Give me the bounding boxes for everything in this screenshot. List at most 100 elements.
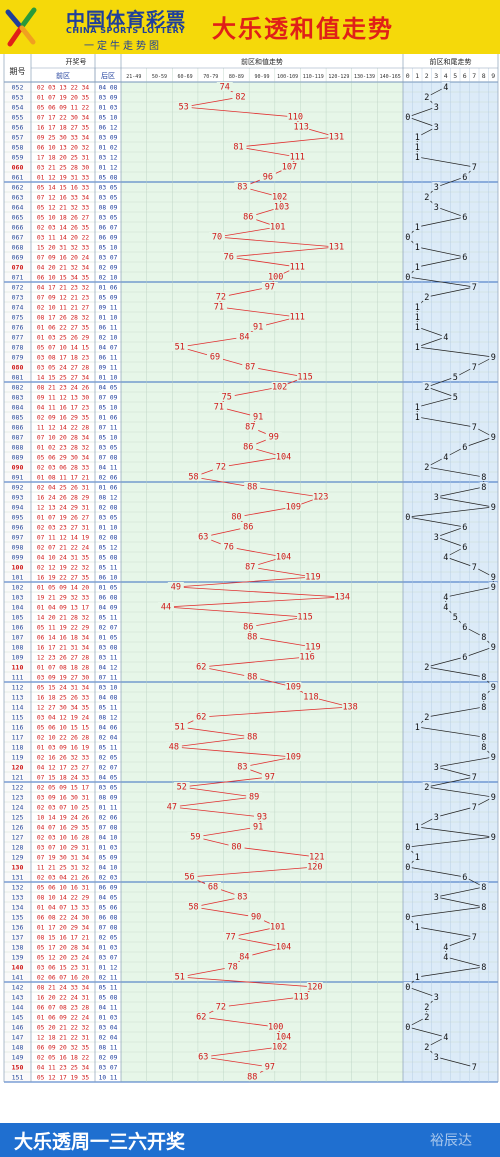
sum-label-bg — [250, 822, 267, 831]
sum-label-bg — [285, 502, 302, 511]
back-numbers: 04 07 — [99, 345, 118, 352]
header-draw-numbers: 开奖号 — [66, 57, 87, 66]
tail-value: 8 — [481, 483, 486, 493]
tail-value: 0 — [405, 513, 410, 523]
sum-label-bg — [293, 992, 310, 1001]
sum-value: 102 — [272, 1043, 287, 1053]
sum-value: 83 — [237, 893, 247, 903]
front-numbers: 05 17 20 28 34 — [37, 945, 89, 952]
front-numbers: 05 12 20 23 24 — [37, 955, 89, 962]
lottery-logo-icon — [5, 7, 37, 47]
issue-number: 110 — [12, 664, 24, 672]
front-numbers: 04 11 16 17 23 — [37, 405, 89, 412]
sum-label-bg — [334, 592, 351, 601]
issue-number: 065 — [12, 214, 24, 222]
tail-value: 9 — [491, 353, 496, 363]
issue-number: 088 — [12, 444, 24, 452]
tail-value: 2 — [424, 783, 429, 793]
front-numbers: 10 14 19 24 26 — [37, 815, 89, 822]
tail-value: 2 — [424, 713, 429, 723]
tail-label-bg — [460, 172, 469, 181]
issue-number: 094 — [12, 504, 24, 512]
tail-label-bg — [479, 902, 488, 911]
tail-label-bg — [479, 672, 488, 681]
front-numbers: 01 03 09 16 19 — [37, 745, 89, 752]
issue-number: 079 — [12, 354, 24, 362]
front-numbers: 03 11 14 20 22 — [37, 235, 89, 242]
front-numbers: 02 05 16 18 22 — [37, 1055, 89, 1062]
issue-number: 061 — [12, 174, 24, 182]
digit-label: 1 — [415, 72, 419, 80]
issue-number: 062 — [12, 184, 24, 192]
sum-value: 96 — [263, 173, 273, 183]
sum-label-bg — [222, 932, 239, 941]
sum-value: 109 — [286, 683, 301, 693]
tail-value: 2 — [424, 1043, 429, 1053]
issue-number: 085 — [12, 414, 24, 422]
front-numbers: 06 10 15 34 35 — [37, 275, 89, 282]
back-numbers: 05 10 — [99, 405, 118, 412]
front-numbers: 04 20 21 32 34 — [37, 265, 89, 272]
sum-value: 76 — [224, 543, 234, 553]
front-numbers: 02 12 19 22 32 — [37, 565, 89, 572]
tail-value: 6 — [462, 653, 467, 663]
front-numbers: 01 08 11 17 21 — [37, 475, 89, 482]
back-numbers: 03 08 — [99, 645, 118, 652]
issue-number: 073 — [12, 294, 24, 302]
tail-value: 3 — [434, 103, 439, 113]
issue-number: 108 — [12, 644, 24, 652]
back-numbers: 01 10 — [99, 315, 118, 322]
sum-value: 113 — [293, 123, 308, 133]
sum-value: 86 — [243, 443, 253, 453]
issue-number: 071 — [12, 274, 24, 282]
sum-label-bg — [328, 132, 345, 141]
brand-slogan: 一定牛走势图 — [84, 41, 162, 52]
footer-text: 大乐透周一三六开奖 — [14, 1131, 186, 1153]
front-numbers: 16 18 25 26 33 — [37, 695, 89, 702]
tail-value: 3 — [434, 533, 439, 543]
issue-number: 056 — [12, 124, 24, 132]
back-numbers: 01 03 — [99, 105, 118, 112]
sum-value: 101 — [270, 223, 285, 233]
tail-value: 2 — [424, 193, 429, 203]
issue-number: 124 — [12, 804, 24, 812]
sum-value: 86 — [243, 213, 253, 223]
back-numbers: 02 05 — [99, 935, 118, 942]
tail-label-bg — [432, 202, 441, 211]
issue-number: 106 — [12, 624, 24, 632]
back-numbers: 04 06 — [99, 725, 118, 732]
sum-value: 51 — [175, 973, 185, 983]
back-numbers: 03 09 — [99, 95, 118, 102]
front-numbers: 01 07 19 26 27 — [37, 515, 89, 522]
back-numbers: 06 08 — [99, 595, 118, 602]
back-numbers: 06 11 — [99, 325, 118, 332]
tail-value: 0 — [405, 983, 410, 993]
sum-label-bg — [244, 1072, 261, 1081]
sum-label-bg — [208, 232, 225, 241]
sum-label-bg — [242, 562, 259, 571]
sum-value: 102 — [272, 383, 287, 393]
back-numbers: 05 08 — [99, 555, 118, 562]
front-numbers: 14 15 25 27 34 — [37, 375, 89, 382]
sum-label-bg — [306, 982, 323, 991]
sum-label-bg — [195, 532, 212, 541]
back-numbers: 02 10 — [99, 275, 118, 282]
front-numbers: 02 03 23 27 31 — [37, 525, 89, 532]
back-numbers: 01 05 — [99, 635, 118, 642]
tail-value: 0 — [405, 843, 410, 853]
back-numbers: 05 11 — [99, 565, 118, 572]
back-numbers: 04 05 — [99, 775, 118, 782]
issue-number: 055 — [12, 114, 24, 122]
front-numbers: 02 10 11 21 27 — [37, 305, 89, 312]
back-numbers: 03 09 — [99, 135, 118, 142]
front-numbers: 15 20 31 32 33 — [37, 245, 89, 252]
sum-label-bg — [244, 632, 261, 641]
issue-number: 147 — [12, 1034, 24, 1042]
tail-label-bg — [432, 182, 441, 191]
tail-label-bg — [413, 152, 422, 161]
sum-value: 102 — [272, 193, 287, 203]
issue-number: 122 — [12, 784, 24, 792]
sum-label-bg — [275, 552, 292, 561]
tail-value: 9 — [491, 433, 496, 443]
front-numbers: 05 10 18 26 27 — [37, 215, 89, 222]
